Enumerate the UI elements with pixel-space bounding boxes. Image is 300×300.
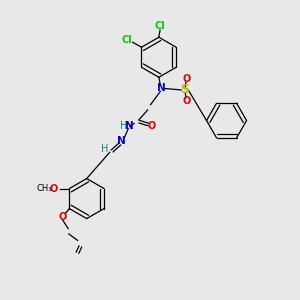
Text: O: O [182,96,190,106]
Text: N: N [117,136,126,146]
Text: N: N [158,83,166,94]
Text: S: S [180,83,189,96]
Text: CH₃: CH₃ [37,184,52,193]
Text: H: H [101,144,108,154]
Text: Cl: Cl [122,35,133,45]
Text: O: O [59,212,67,222]
Text: N: N [125,121,134,131]
Text: Cl: Cl [155,21,166,31]
Text: O: O [182,74,190,84]
Text: O: O [148,121,156,131]
Text: H: H [120,121,127,131]
Text: O: O [49,184,57,194]
